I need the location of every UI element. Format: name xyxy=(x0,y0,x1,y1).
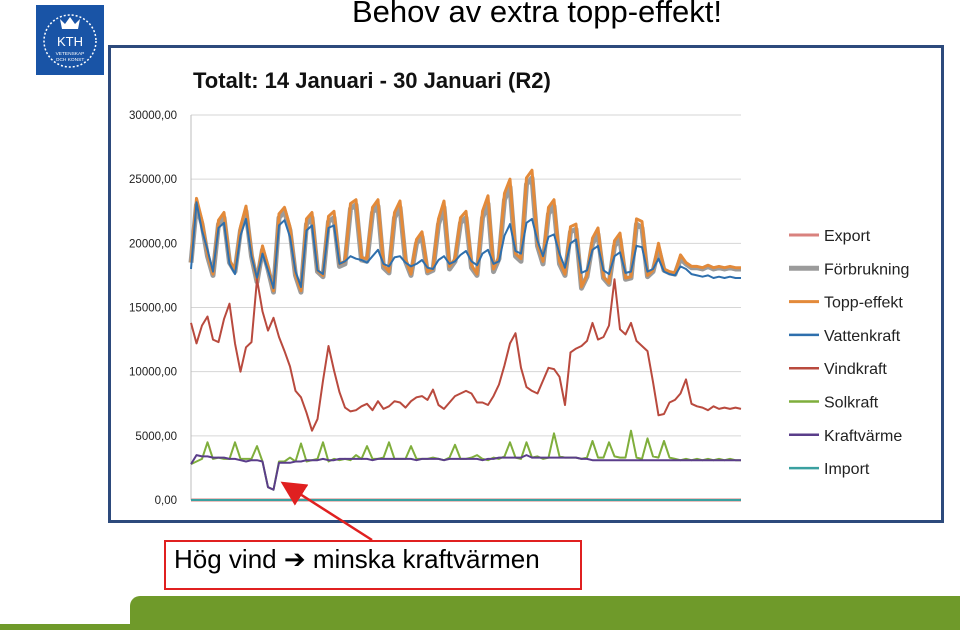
y-tick-label: 10000,00 xyxy=(129,367,177,379)
series-line xyxy=(190,278,742,432)
y-tick-label: 15000,00 xyxy=(129,303,177,315)
footer-bar xyxy=(130,596,960,630)
y-tick-label: 25000,00 xyxy=(129,174,177,186)
kth-logo: KTH VETENSKAP OCH KONST xyxy=(36,5,104,75)
legend-label: Export xyxy=(824,228,871,245)
y-tick-label: 20000,00 xyxy=(129,238,177,250)
y-tick-label: 0,00 xyxy=(155,495,177,507)
legend-label: Import xyxy=(824,461,870,478)
series-line xyxy=(190,454,741,491)
legend-label: Kraftvärme xyxy=(824,428,902,445)
line-chart: Totalt: 14 Januari - 30 Januari (R2) 0,00… xyxy=(129,68,909,507)
legend-label: Topp-effekt xyxy=(824,295,903,312)
logo-subtext-1: VETENSKAP xyxy=(56,51,85,57)
footer-stripe xyxy=(0,624,130,630)
y-tick-label: 30000,00 xyxy=(129,110,177,122)
page-title: Behov av extra topp-effekt! xyxy=(352,0,722,29)
callout-text-after: minska kraftvärmen xyxy=(312,544,540,574)
callout-text: Hög vind ➔ minska kraftvärmen xyxy=(174,544,540,575)
legend-label: Vindkraft xyxy=(824,361,887,378)
logo-subtext-2: OCH KONST xyxy=(56,57,85,63)
chart-frame: Totalt: 14 Januari - 30 Januari (R2) 0,00… xyxy=(108,45,944,523)
series-line xyxy=(189,168,741,293)
y-tick-label: 5000,00 xyxy=(135,431,177,443)
legend-label: Förbrukning xyxy=(824,261,909,278)
series-line xyxy=(190,201,741,290)
legend-label: Vattenkraft xyxy=(824,328,901,345)
logo-text: KTH xyxy=(57,34,83,49)
callout-box: Hög vind ➔ minska kraftvärmen xyxy=(164,540,582,590)
callout-arrow-icon: ➔ xyxy=(283,544,306,574)
legend-label: Solkraft xyxy=(824,395,879,412)
callout-text-before: Hög vind xyxy=(174,544,277,574)
chart-title: Totalt: 14 Januari - 30 Januari (R2) xyxy=(193,68,551,93)
